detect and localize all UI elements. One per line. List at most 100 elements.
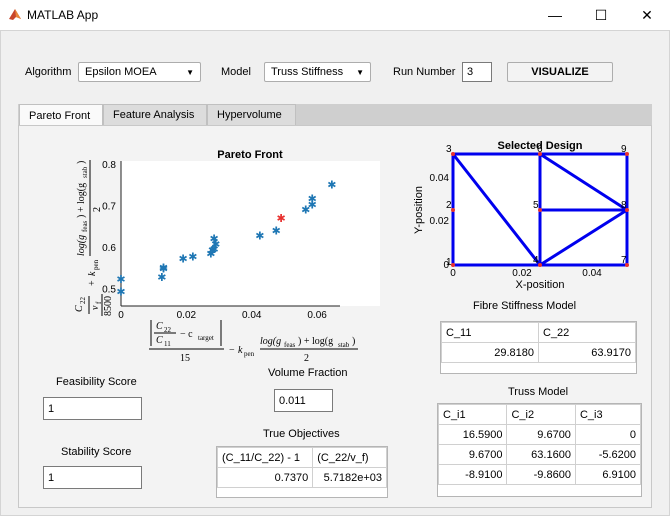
run-number-field[interactable]: 3 (462, 62, 492, 82)
y-tick-label: 0.5 (102, 284, 116, 295)
x-tick-label: 0.04 (242, 310, 262, 321)
svg-text:15: 15 (180, 353, 190, 364)
truss-node-labels: 1 2 3 4 5 6 7 8 9 (446, 144, 627, 268)
svg-text:22: 22 (164, 326, 172, 334)
algorithm-value: Epsilon MOEA (85, 66, 157, 78)
pareto-point[interactable]: ✱ (272, 226, 281, 238)
pareto-point[interactable]: ✱ (116, 274, 125, 286)
true-objectives-label: True Objectives (263, 428, 340, 440)
svg-text:stab: stab (81, 166, 89, 178)
pareto-point[interactable]: ✱ (208, 245, 217, 257)
svg-text:8500: 8500 (103, 296, 114, 316)
svg-text:pen: pen (244, 350, 255, 358)
pareto-ticks: 0 0.02 0.04 0.06 0.5 0.6 0.7 0.8 (102, 160, 327, 321)
svg-text:3: 3 (446, 144, 452, 155)
table-cell: 5.7182e+03 (312, 467, 387, 488)
pareto-point[interactable]: ✱ (157, 272, 166, 284)
x-tick-label: 0.06 (307, 310, 327, 321)
pareto-chart: Pareto Front 0 0.02 0.04 0.06 0.5 0.6 0.7 0.8 ✱… (74, 149, 380, 364)
svg-text:log(g: log(g (76, 235, 87, 256)
pareto-point[interactable]: ✱ (308, 200, 317, 212)
pareto-point[interactable]: ✱ (301, 204, 310, 216)
col-header: (C_11/C_22) - 1 (216, 447, 314, 468)
svg-text:8: 8 (621, 200, 627, 211)
svg-text:−: − (229, 345, 235, 356)
matlab-icon (9, 9, 21, 20)
volume-fraction-field[interactable]: 0.011 (274, 389, 333, 412)
svg-text:5: 5 (533, 200, 539, 211)
svg-text:6: 6 (537, 144, 543, 155)
col-header: C_22 (538, 322, 636, 343)
col-header: C_11 (441, 322, 539, 343)
svg-text:) + log(g: ) + log(g (76, 183, 87, 218)
svg-text:k: k (87, 271, 98, 276)
svg-text:f: f (95, 301, 103, 304)
svg-text:C: C (156, 321, 163, 332)
algorithm-dropdown[interactable]: Epsilon MOEA ▼ (78, 62, 201, 82)
svg-text:log(g: log(g (260, 336, 281, 347)
pareto-point[interactable]: ✱ (327, 180, 336, 192)
svg-text:4: 4 (533, 255, 539, 266)
table-cell: 16.5900 (437, 424, 508, 445)
pareto-points: ✱✱✱✱✱✱ ✱ ✱✱✱✱✱ ✱ ✱✱✱✱✱✱ (116, 180, 336, 299)
dropdown-arrow-icon: ▼ (186, 67, 194, 77)
algorithm-label: Algorithm (25, 66, 72, 78)
pareto-point[interactable]: ✱ (178, 253, 187, 265)
col-header: (C_22/v_f) (312, 447, 387, 468)
tab-pareto-front[interactable]: Pareto Front (19, 104, 103, 126)
truss-node-markers (451, 152, 629, 267)
table-cell: 0.7370 (216, 467, 314, 488)
svg-text:0: 0 (450, 268, 456, 279)
pareto-point[interactable]: ✱ (159, 264, 168, 276)
svg-text:1: 1 (446, 257, 452, 268)
truss-model-label: Truss Model (508, 386, 569, 398)
svg-text:k: k (238, 345, 243, 356)
tab-feature-analysis[interactable]: Feature Analysis (103, 104, 207, 125)
pareto-plot-area (121, 161, 380, 306)
svg-text:target: target (198, 334, 214, 342)
svg-text:7: 7 (621, 255, 627, 266)
svg-text:2: 2 (304, 353, 309, 364)
pareto-point[interactable]: ✱ (211, 239, 220, 251)
stability-field[interactable]: 1 (43, 466, 142, 489)
pareto-point[interactable]: ✱ (308, 193, 317, 205)
close-button[interactable]: ✕ (641, 6, 653, 23)
table-cell: 9.6700 (506, 424, 576, 445)
fibre-table: C_11 C_22 29.8180 63.9170 (440, 321, 637, 374)
feasibility-label: Feasibility Score (56, 376, 137, 388)
y-tick-label: 0.6 (102, 243, 116, 254)
svg-text:feas: feas (284, 341, 296, 349)
minimize-button[interactable]: — (548, 7, 562, 23)
svg-text:0.02: 0.02 (512, 268, 532, 279)
pareto-point[interactable]: ✱ (206, 248, 215, 260)
window-title: MATLAB App (27, 8, 99, 22)
pareto-point[interactable]: ✱ (277, 213, 286, 225)
pareto-point[interactable]: ✱ (210, 244, 219, 256)
pareto-point[interactable]: ✱ (159, 262, 168, 274)
design-title: Selected Design (498, 140, 583, 152)
table-cell: -9.8600 (506, 464, 576, 485)
svg-text:0.04: 0.04 (582, 268, 602, 279)
table-cell: 29.8180 (441, 342, 539, 363)
model-value: Truss Stiffness (271, 66, 344, 78)
model-label: Model (221, 66, 251, 78)
feasibility-field[interactable]: 1 (43, 397, 142, 420)
maximize-button[interactable]: ☐ (594, 6, 608, 23)
title-bar: MATLAB App — ☐ ✕ (0, 0, 670, 30)
stability-label: Stability Score (61, 446, 132, 458)
table-cell: -5.6200 (574, 444, 642, 465)
col-header: C_i1 (437, 404, 508, 425)
visualize-button[interactable]: VISUALIZE (507, 62, 613, 82)
y-tick-label: 0.8 (102, 160, 116, 171)
truss-table: C_i1 C_i2 C_i3 16.5900 9.6700 0 9.6700 6… (437, 403, 642, 497)
y-tick-label: 0.7 (102, 202, 116, 213)
pareto-point[interactable]: ✱ (255, 231, 264, 243)
dropdown-arrow-icon: ▼ (356, 67, 364, 77)
pareto-point[interactable]: ✱ (188, 251, 197, 263)
pareto-point[interactable]: ✱ (210, 233, 219, 245)
model-dropdown[interactable]: Truss Stiffness ▼ (264, 62, 371, 82)
svg-text:pen: pen (92, 259, 100, 270)
tab-hypervolume[interactable]: Hypervolume (207, 104, 296, 125)
svg-text:v: v (90, 305, 101, 310)
pareto-point[interactable]: ✱ (116, 287, 125, 299)
